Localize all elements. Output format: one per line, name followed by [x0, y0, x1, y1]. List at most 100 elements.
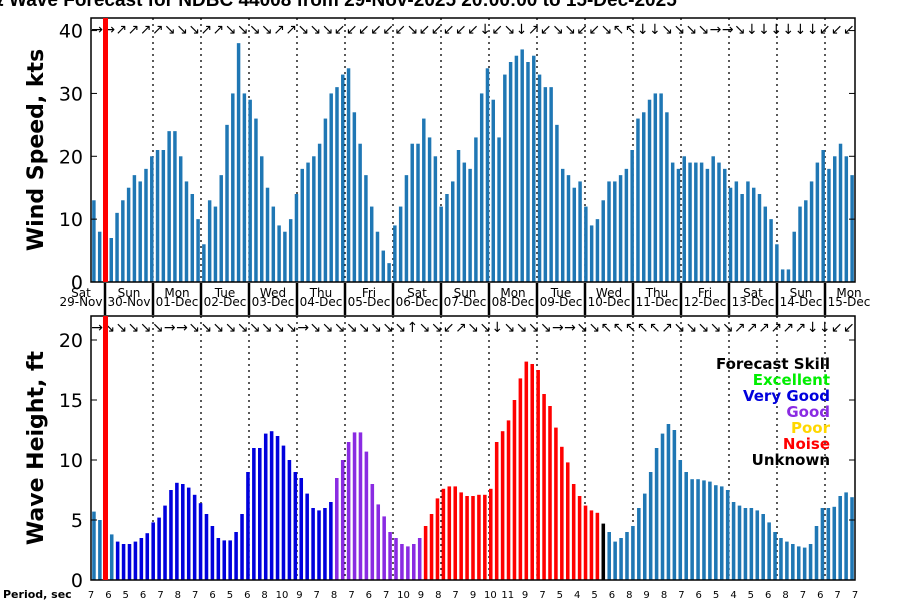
wind-direction-arrow: ↘: [552, 22, 564, 38]
wind-bar: [543, 87, 548, 282]
day-name-label: Sun: [454, 286, 477, 300]
wave-plot-frame: [90, 315, 856, 581]
wind-direction-arrow: ↙: [588, 22, 600, 38]
wind-ytick-label: 10: [59, 209, 83, 231]
wind-direction-arrow: ↙: [491, 22, 503, 38]
wave-direction-arrow: ↖: [649, 320, 661, 336]
wind-bar: [346, 68, 351, 282]
wave-bar: [684, 472, 688, 580]
wave-bar: [607, 532, 611, 580]
wind-bar: [659, 93, 663, 283]
wind-bar: [751, 187, 756, 282]
wave-direction-arrow: ↙: [831, 320, 843, 336]
period-value: 6: [696, 590, 702, 600]
wave-direction-arrow: ↘: [394, 320, 406, 336]
wave-direction-arrow: ↘: [188, 320, 200, 336]
wind-bar: [445, 194, 449, 282]
wave-bar: [441, 488, 446, 580]
period-value: 9: [470, 590, 476, 600]
wave-bar: [263, 433, 268, 580]
wind-direction-arrow: →: [91, 22, 103, 38]
period-value: 7: [678, 590, 684, 600]
wave-bar: [631, 526, 635, 580]
wind-direction-arrow: ↙: [346, 22, 358, 38]
wind-bar: [624, 168, 629, 282]
wave-bar: [329, 502, 333, 580]
wind-direction-arrow: ↓: [637, 22, 649, 38]
wave-bar: [500, 431, 505, 580]
wave-bar: [820, 508, 825, 580]
wind-direction-arrow: ↙: [819, 22, 831, 38]
wave-ytick-label: 15: [59, 390, 83, 412]
wind-bar: [560, 168, 565, 282]
wind-bar: [393, 225, 397, 282]
wave-direction-arrow: ↘: [431, 320, 443, 336]
day-date-label: 06-Dec: [396, 295, 439, 309]
wind-bar: [514, 55, 519, 283]
wave-bar: [560, 446, 564, 580]
day-name-label: Tue: [214, 286, 236, 300]
period-value: 8: [331, 590, 337, 600]
wave-bar: [115, 541, 120, 580]
wave-direction-arrow: ↖: [625, 320, 637, 336]
wind-bar: [630, 150, 634, 282]
wave-bar: [305, 493, 309, 580]
wind-direction-arrows: → → ↗ ↗ ↗ ↗ ↘ ↘ ↘ ↗ ↗ ↘ ↘ ↘ ↘ ↗ ↗ ↘ ↘ ↘ ↙ ↙ ↙ ↙ ↙ ↙ ↘ ↙ ↙ ↙ ↙ ↙ ↓ ↙ ↘ ↓ ↗ ↙ ↘ ↘…: [91, 22, 855, 38]
wind-plot-frame: [90, 17, 856, 283]
wave-bar: [394, 538, 398, 580]
wind-bar: [451, 181, 455, 282]
wind-direction-arrow: ↘: [407, 22, 419, 38]
wind-y-ticks: 0 10 20 30 40: [59, 21, 855, 294]
wave-bar: [92, 511, 96, 580]
day-date-label: 30-Nov: [107, 295, 150, 309]
wave-bar: [678, 460, 683, 580]
wind-bar: [728, 187, 733, 282]
wave-direction-arrow: ↘: [516, 320, 528, 336]
wind-direction-arrow: ↗: [200, 22, 212, 38]
wind-direction-arrow: ↓: [758, 22, 770, 38]
wind-bar: [416, 143, 420, 282]
wave-bar: [234, 532, 238, 580]
period-value: 5: [227, 590, 233, 600]
wave-bar: [311, 508, 315, 580]
wave-bar: [364, 451, 369, 580]
wind-bar: [173, 131, 177, 282]
wind-direction-arrow: ↗: [528, 22, 540, 38]
wave-bar: [595, 512, 600, 580]
wave-bar: [714, 485, 718, 580]
chart-title: & Wave Forecast for NDBC 44008 from 29-N…: [0, 0, 677, 11]
wind-ytick-label: 20: [59, 146, 83, 168]
wind-bar: [717, 162, 721, 282]
wind-direction-arrow: ↖: [625, 22, 637, 38]
wave-bar: [796, 546, 801, 580]
period-value: 8: [661, 590, 667, 600]
wind-bar: [844, 156, 849, 282]
wave-bar: [565, 462, 570, 580]
wave-bar: [222, 540, 227, 580]
period-value: 6: [609, 590, 615, 600]
wave-bar: [589, 510, 594, 580]
legend-item-good: Good: [786, 403, 830, 421]
wind-bar: [775, 244, 779, 282]
period-value: 5: [591, 590, 597, 600]
wave-bar: [252, 448, 256, 580]
day-date-label: 02-Dec: [204, 295, 247, 309]
wind-bar: [485, 68, 490, 282]
wave-bar: [169, 490, 173, 580]
wind-bar: [404, 175, 409, 282]
period-value: 7: [800, 590, 806, 600]
wind-direction-arrow: ↘: [564, 22, 576, 38]
day-name-label: Tue: [550, 286, 572, 300]
wave-direction-arrow: ↘: [140, 320, 152, 336]
wind-bar: [723, 168, 727, 282]
wave-bar: [423, 526, 428, 580]
legend-item-unknown: Unknown: [752, 451, 830, 469]
wave-direction-arrow: ↘: [346, 320, 358, 336]
wave-direction-arrow: ↓: [819, 320, 831, 336]
day-date-label: 05-Dec: [348, 295, 391, 309]
legend-title: Forecast Skill: [716, 355, 830, 373]
wind-direction-arrow: ↓: [807, 22, 819, 38]
day-date-label: 01-Dec: [156, 295, 199, 309]
wind-bar: [196, 219, 200, 282]
